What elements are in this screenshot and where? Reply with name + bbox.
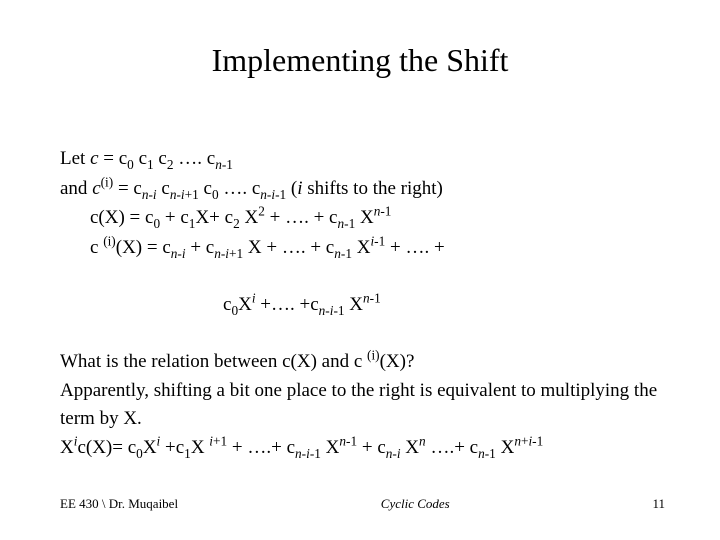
line-6: What is the relation between c(X) and c …	[60, 348, 670, 376]
line-3: c(X) = c0 + c1X+ c2 X2 + …. + cn-1 Xn-1	[60, 204, 670, 232]
footer-page-number: 11	[652, 496, 665, 512]
line-8: Xic(X)= c0Xi +c1X i+1 + ….+ cn-i-1 Xn-1 …	[60, 434, 670, 462]
line-2: and c(i) = cn-i cn-i+1 c0 …. cn-i-1 (i s…	[60, 175, 670, 203]
slide-footer: EE 430 \ Dr. Muqaibel Cyclic Codes 11	[60, 496, 665, 512]
line-5: c0Xi +…. +cn-i-1 Xn-1	[60, 263, 670, 346]
footer-center: Cyclic Codes	[381, 496, 450, 512]
line-7: Apparently, shifting a bit one place to …	[60, 377, 670, 432]
slide: Implementing the Shift Let c = c0 c1 c2 …	[0, 0, 720, 540]
footer-left: EE 430 \ Dr. Muqaibel	[60, 496, 178, 512]
slide-title: Implementing the Shift	[0, 42, 720, 79]
slide-body: Let c = c0 c1 c2 …. cn-1 and c(i) = cn-i…	[60, 145, 670, 464]
line-1: Let c = c0 c1 c2 …. cn-1	[60, 145, 670, 173]
line-4: c (i)(X) = cn-i + cn-i+1 X + …. + cn-1 X…	[60, 234, 670, 262]
